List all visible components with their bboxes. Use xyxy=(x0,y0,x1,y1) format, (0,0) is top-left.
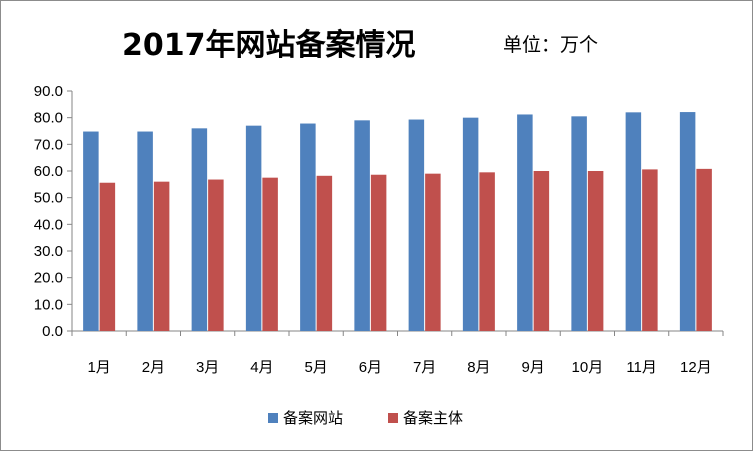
x-tick-label: 7月 xyxy=(413,359,436,376)
bar-entities xyxy=(153,181,170,331)
y-tick-label: 70.0 xyxy=(34,136,63,153)
x-tick-label: 10月 xyxy=(572,359,604,376)
bar-websites xyxy=(571,116,587,331)
chart-axes xyxy=(71,91,723,332)
x-tick-label: 9月 xyxy=(521,359,544,376)
bar-websites xyxy=(625,112,642,331)
bar-entities xyxy=(425,173,441,331)
y-tick-label: 90.0 xyxy=(34,83,63,100)
y-tick-label: 0.0 xyxy=(42,323,63,340)
chart-unit-label: 单位：万个 xyxy=(503,34,599,56)
bar-entities xyxy=(587,171,604,331)
bar-entities xyxy=(533,171,550,331)
bar-websites xyxy=(354,120,370,331)
bar-websites xyxy=(462,117,479,332)
legend-label: 备案网站 xyxy=(283,409,343,427)
y-tick-label: 20.0 xyxy=(34,270,63,287)
x-tick-label: 12月 xyxy=(680,359,712,376)
chart-legend: 备案网站 备案主体 xyxy=(268,409,463,427)
x-tick-label: 4月 xyxy=(250,359,273,376)
title-row: 2017年网站备案情况 单位：万个 xyxy=(0,18,753,68)
x-tick-label: 8月 xyxy=(467,359,490,376)
x-tick-label: 6月 xyxy=(359,359,382,376)
y-axis-ticks: 0.0 10.0 20.0 30.0 40.0 50.0 60.0 70.0 80.0 90.0 xyxy=(34,83,72,340)
legend-label: 备案主体 xyxy=(403,409,463,427)
bar-entities xyxy=(262,177,278,331)
x-tick-label: 2月 xyxy=(142,359,165,376)
x-tick-label: 5月 xyxy=(304,359,327,376)
bar-entities xyxy=(99,182,116,331)
legend-swatch xyxy=(388,413,398,423)
bar-entities xyxy=(479,172,495,331)
y-tick-label: 60.0 xyxy=(34,163,63,180)
bar-entities xyxy=(316,175,333,331)
bar-websites xyxy=(679,112,696,331)
bar-websites xyxy=(408,119,425,332)
x-tick-label: 3月 xyxy=(196,359,219,376)
bar-entities xyxy=(370,174,387,331)
chart-title: 2017年网站备案情况 xyxy=(122,28,416,63)
y-tick-label: 10.0 xyxy=(34,296,63,313)
y-tick-label: 50.0 xyxy=(34,190,63,207)
bar-entities xyxy=(696,168,712,331)
x-tick-label: 1月 xyxy=(87,359,110,376)
y-tick-label: 30.0 xyxy=(34,243,63,260)
bar-entities xyxy=(208,179,224,331)
bar-websites xyxy=(245,125,262,332)
x-tick-label: 11月 xyxy=(626,359,657,376)
y-tick-label: 80.0 xyxy=(34,110,63,127)
legend-swatch xyxy=(268,413,278,423)
bar-websites xyxy=(191,128,208,331)
bar-entities xyxy=(642,169,658,331)
bar-websites xyxy=(137,131,153,331)
y-tick-label: 40.0 xyxy=(34,216,63,233)
x-axis-ticks: 1月 2月 3月 4月 5月 6月 7月 8月 9月 10月 11月 12月 xyxy=(71,331,724,376)
bar-websites xyxy=(300,123,316,332)
bar-websites xyxy=(83,131,99,331)
bar-websites xyxy=(517,114,533,331)
chart-bars xyxy=(83,112,712,332)
